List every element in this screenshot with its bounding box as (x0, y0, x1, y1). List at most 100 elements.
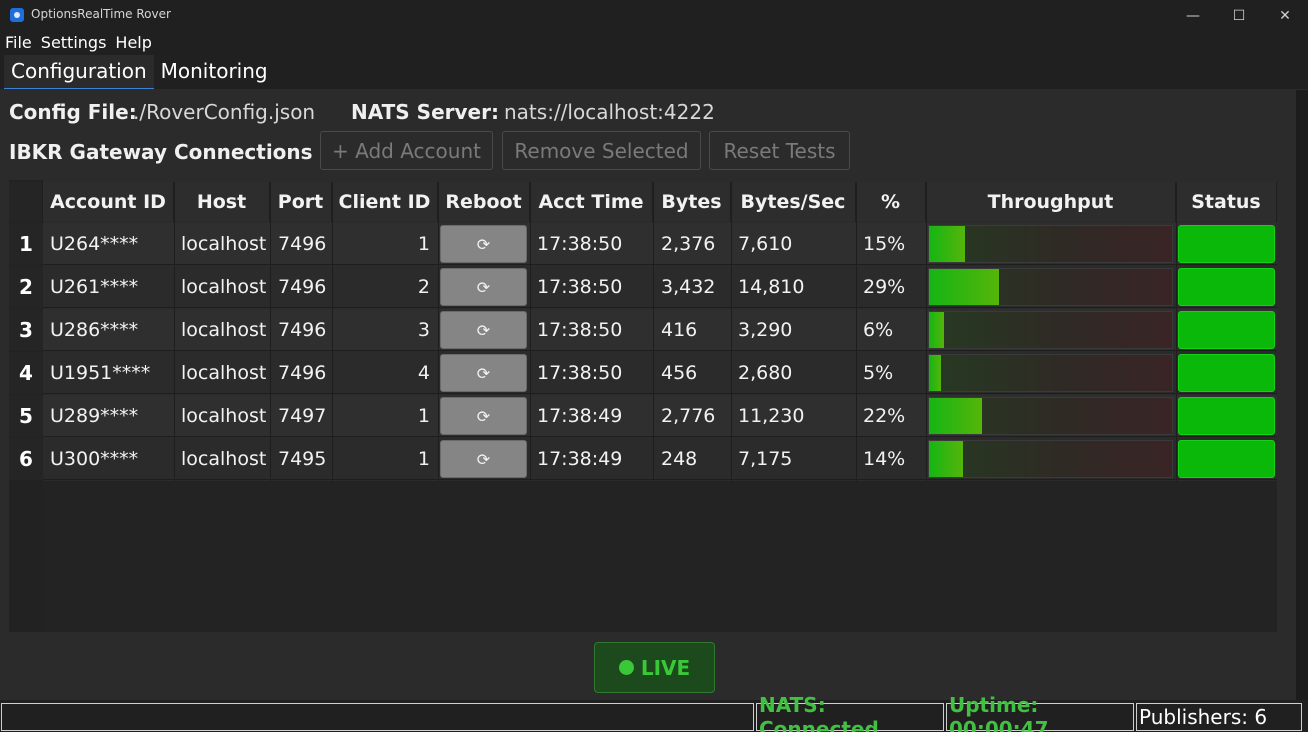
throughput-fill (929, 269, 1000, 305)
cell-bytes-sec: 3,290 (738, 319, 793, 341)
cell-host: localhost (181, 405, 267, 427)
reboot-button[interactable]: ⟳ (440, 440, 527, 478)
cell-host: localhost (181, 233, 267, 255)
nats-status: NATS: Connected (756, 693, 944, 732)
tab-monitoring[interactable]: Monitoring (160, 59, 268, 83)
reboot-button[interactable]: ⟳ (440, 311, 527, 349)
col-header-bytes[interactable]: Bytes (653, 182, 731, 222)
row-number[interactable]: 2 (9, 266, 43, 308)
cell-percent: 14% (863, 448, 906, 470)
cell-bytes: 2,776 (661, 405, 716, 427)
col-header-client-id[interactable]: Client ID (332, 182, 438, 222)
config-file-label: Config File: (9, 100, 137, 124)
nats-server-value: nats://localhost:4222 (504, 100, 715, 124)
tab-configuration[interactable]: Configuration (4, 55, 154, 90)
cell-bytes-sec: 2,680 (738, 362, 793, 384)
cell-host: localhost (181, 362, 267, 384)
cell-account-id: U300**** (50, 448, 139, 470)
live-button[interactable]: LIVE (594, 642, 715, 693)
close-icon[interactable]: ✕ (1279, 7, 1291, 24)
cell-port: 7496 (278, 276, 327, 298)
column-divider (438, 182, 439, 481)
row-number[interactable]: 4 (9, 352, 43, 394)
row-number[interactable]: 3 (9, 309, 43, 351)
col-header-host[interactable]: Host (174, 182, 270, 222)
reset-tests-button[interactable]: Reset Tests (709, 131, 850, 170)
col-header-status[interactable]: Status (1176, 182, 1277, 222)
menu-settings[interactable]: Settings (40, 33, 107, 52)
status-bar (0, 702, 1308, 732)
column-divider (270, 182, 271, 481)
row-number[interactable]: 5 (9, 395, 43, 437)
cell-bytes-sec: 11,230 (738, 405, 805, 427)
live-dot-icon (618, 660, 634, 675)
throughput-bar (928, 397, 1173, 435)
minimize-icon[interactable]: — (1186, 7, 1200, 24)
col-header-throughput[interactable]: Throughput (926, 182, 1176, 222)
reboot-button[interactable]: ⟳ (440, 397, 527, 435)
col-header-reboot[interactable]: Reboot (438, 182, 530, 222)
add-account-button[interactable]: + Add Account (320, 131, 493, 170)
cell-account-id: U261**** (50, 276, 139, 298)
reboot-button[interactable]: ⟳ (440, 268, 527, 306)
cell-acct-time: 17:38:49 (537, 405, 623, 427)
app-icon (10, 8, 24, 22)
col-header-acct-time[interactable]: Acct Time (530, 182, 653, 222)
cell-account-id: U1951**** (50, 362, 151, 384)
cell-bytes: 3,432 (661, 276, 716, 298)
cell-percent: 29% (863, 276, 906, 298)
cell-account-id: U289**** (50, 405, 139, 427)
cell-bytes: 456 (661, 362, 698, 384)
status-indicator (1178, 440, 1275, 478)
cell-client-id: 4 (417, 362, 430, 384)
col-header-port[interactable]: Port (270, 182, 332, 222)
column-divider (332, 182, 333, 481)
cell-acct-time: 17:38:50 (537, 276, 623, 298)
reboot-button[interactable]: ⟳ (440, 354, 527, 392)
reboot-button[interactable]: ⟳ (440, 225, 527, 263)
cell-bytes: 416 (661, 319, 698, 341)
maximize-icon[interactable]: ☐ (1232, 7, 1246, 24)
window-edge (1296, 90, 1308, 700)
cell-client-id: 1 (417, 233, 430, 255)
cell-port: 7497 (278, 405, 327, 427)
cell-acct-time: 17:38:49 (537, 448, 623, 470)
nats-server-label: NATS Server: (351, 100, 499, 124)
cell-bytes-sec: 14,810 (738, 276, 805, 298)
throughput-bar (928, 440, 1173, 478)
cell-port: 7496 (278, 233, 327, 255)
throughput-fill (929, 312, 944, 348)
cell-host: localhost (181, 319, 267, 341)
publishers-status: Publishers: 6 (1136, 703, 1302, 731)
cell-acct-time: 17:38:50 (537, 233, 623, 255)
cell-host: localhost (181, 276, 267, 298)
throughput-bar (928, 225, 1173, 263)
menu-help[interactable]: Help (115, 33, 152, 52)
cell-client-id: 2 (417, 276, 430, 298)
tab-divider (0, 89, 1308, 90)
cell-acct-time: 17:38:50 (537, 362, 623, 384)
throughput-bar (928, 354, 1173, 392)
tab-bar: Configuration Monitoring (4, 55, 275, 90)
throughput-bar (928, 268, 1173, 306)
cell-port: 7496 (278, 319, 327, 341)
row-number[interactable]: 1 (9, 223, 43, 265)
cell-acct-time: 17:38:50 (537, 319, 623, 341)
col-header-account-id[interactable]: Account ID (43, 182, 174, 222)
column-divider (926, 182, 927, 481)
column-divider (856, 182, 857, 481)
remove-selected-button[interactable]: Remove Selected (502, 131, 701, 170)
cell-bytes-sec: 7,610 (738, 233, 793, 255)
col-header-bytes-sec[interactable]: Bytes/Sec (731, 182, 856, 222)
menu-file[interactable]: File (5, 33, 32, 52)
status-indicator (1178, 268, 1275, 306)
status-indicator (1178, 225, 1275, 263)
cell-account-id: U264**** (50, 233, 139, 255)
status-indicator (1178, 397, 1275, 435)
column-divider (731, 182, 732, 481)
cell-port: 7496 (278, 362, 327, 384)
throughput-fill (929, 355, 942, 391)
col-header-percent[interactable]: % (856, 182, 926, 222)
cell-bytes: 248 (661, 448, 698, 470)
row-number[interactable]: 6 (9, 438, 43, 480)
